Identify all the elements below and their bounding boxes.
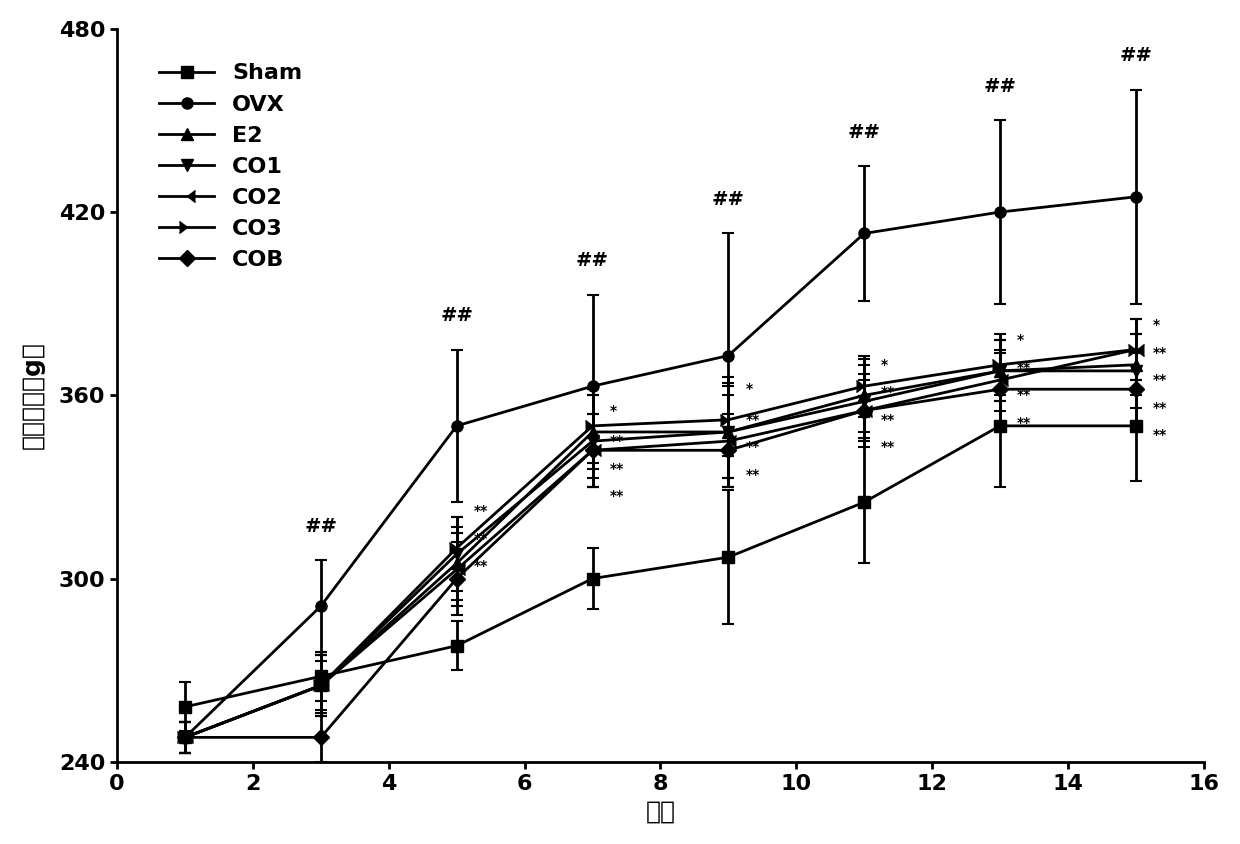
- Text: ##: ##: [1120, 46, 1152, 66]
- Text: **: **: [1153, 428, 1167, 442]
- Text: *: *: [1017, 333, 1024, 348]
- Text: **: **: [474, 560, 487, 573]
- Text: ##: ##: [712, 190, 745, 209]
- Text: **: **: [1153, 401, 1167, 414]
- Text: **: **: [745, 413, 760, 427]
- Text: ##: ##: [440, 306, 474, 325]
- Y-axis label: 大鼠体重（g）: 大鼠体重（g）: [21, 341, 45, 449]
- Text: ##: ##: [848, 123, 880, 142]
- Text: ##: ##: [577, 252, 609, 270]
- Text: **: **: [745, 468, 760, 482]
- Text: **: **: [1017, 416, 1032, 430]
- Text: ##: ##: [983, 77, 1017, 96]
- Text: **: **: [474, 532, 487, 546]
- Text: **: **: [1017, 388, 1032, 403]
- Text: **: **: [1153, 345, 1167, 360]
- X-axis label: 周次: 周次: [645, 799, 676, 823]
- Text: *: *: [882, 358, 888, 371]
- Text: **: **: [610, 462, 624, 476]
- Text: **: **: [474, 505, 487, 518]
- Legend: Sham, OVX, E2, CO1, CO2, CO3, COB: Sham, OVX, E2, CO1, CO2, CO3, COB: [150, 55, 311, 279]
- Text: *: *: [610, 403, 616, 418]
- Text: **: **: [1017, 361, 1032, 375]
- Text: *: *: [1153, 318, 1159, 332]
- Text: **: **: [882, 413, 895, 427]
- Text: **: **: [1153, 373, 1167, 387]
- Text: **: **: [882, 385, 895, 399]
- Text: **: **: [610, 434, 624, 448]
- Text: **: **: [882, 441, 895, 454]
- Text: **: **: [610, 490, 624, 503]
- Text: *: *: [745, 382, 753, 396]
- Text: ##: ##: [304, 517, 337, 536]
- Text: **: **: [745, 441, 760, 454]
